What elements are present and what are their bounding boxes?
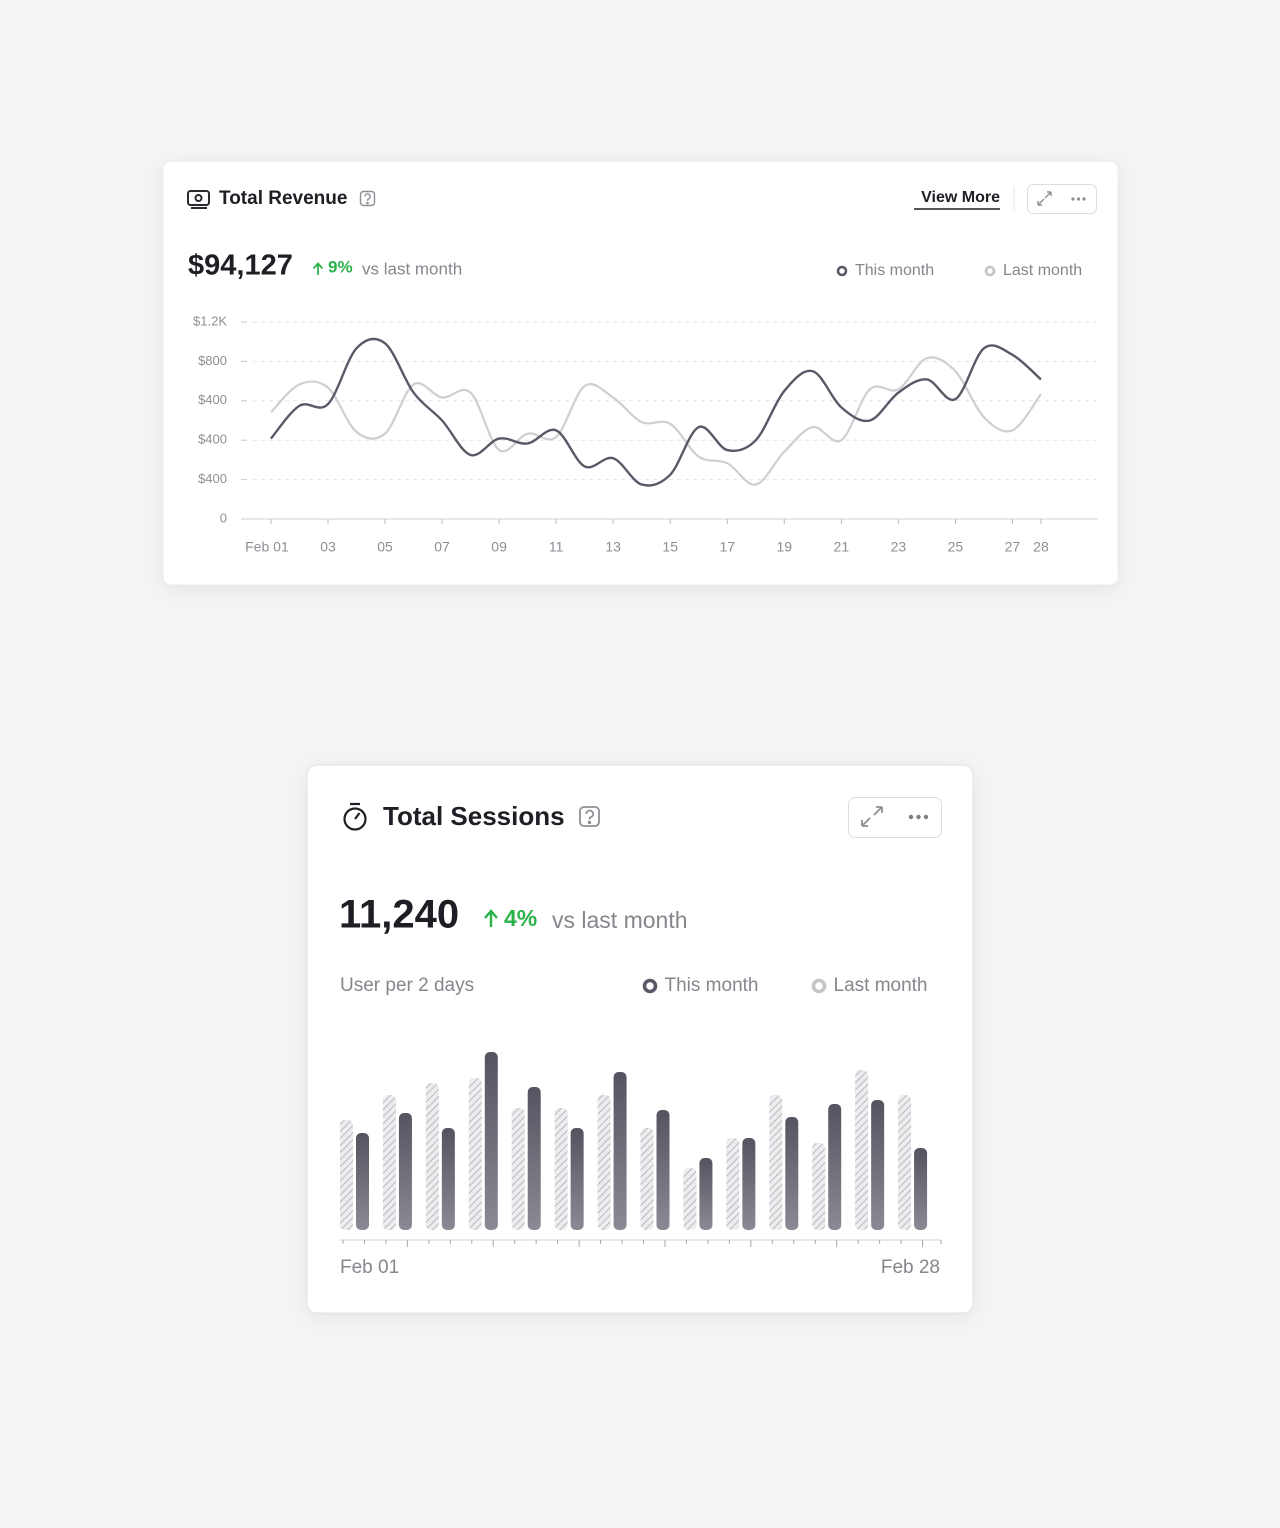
y-tick-label: $1.2K [193, 313, 227, 328]
legend-dot [811, 978, 827, 994]
legend-label: Last month [834, 975, 928, 996]
x-tick-label: 28 [1033, 539, 1049, 555]
x-tick-label: 23 [891, 539, 907, 555]
x-tick-label: Feb 01 [245, 539, 289, 555]
bar [597, 1095, 611, 1230]
x-tick-label: 05 [377, 539, 393, 555]
bar [425, 1083, 439, 1230]
card-title: Total Revenue [219, 188, 347, 209]
bar [340, 1120, 353, 1230]
bar [382, 1095, 396, 1230]
x-tick-label: 19 [777, 539, 793, 555]
x-tick-label: 07 [434, 539, 450, 555]
bar [527, 1087, 541, 1230]
help-icon[interactable] [579, 806, 600, 827]
stopwatch-icon [343, 802, 367, 831]
help-icon[interactable] [359, 190, 376, 207]
series-line [270, 337, 1042, 487]
x-tick-label: 11 [549, 539, 564, 555]
change-note: vs last month [552, 907, 688, 933]
bar [613, 1072, 627, 1230]
series-line [270, 356, 1042, 486]
bar [769, 1095, 783, 1230]
bar [570, 1128, 584, 1230]
card-title: Total Sessions [383, 801, 565, 831]
y-tick-label: $800 [198, 353, 227, 368]
bar [356, 1133, 369, 1230]
bar [468, 1078, 482, 1230]
total-value: 11,240 [339, 893, 459, 937]
up-arrow [312, 262, 324, 275]
x-tick-label: 13 [605, 539, 621, 555]
bar [554, 1108, 568, 1230]
up-arrow [484, 909, 498, 927]
legend-label: This month [665, 975, 759, 996]
y-tick-label: $400 [198, 392, 227, 407]
bar [855, 1070, 869, 1230]
change-note: vs last month [362, 259, 462, 278]
bar [484, 1052, 498, 1230]
sessions-card [306, 764, 974, 1314]
bar [726, 1138, 740, 1230]
change-value: 4% [504, 905, 537, 931]
legend-dot [984, 265, 996, 277]
money-icon [187, 190, 210, 209]
bar [656, 1110, 670, 1230]
bar [812, 1143, 826, 1230]
legend-label: This month [855, 262, 934, 279]
view-more-link[interactable]: View More [921, 189, 1000, 206]
x-tick-label: 09 [491, 539, 507, 555]
y-tick-label: $400 [198, 471, 227, 486]
bar [898, 1095, 912, 1230]
x-tick-label: 15 [662, 539, 678, 555]
bar [914, 1148, 928, 1230]
change-value: 9% [328, 257, 353, 276]
bar [742, 1138, 756, 1230]
x-tick-label: Feb 28 [881, 1257, 940, 1278]
bar [683, 1168, 697, 1230]
revenue-card [162, 160, 1119, 586]
chart-subtitle: User per 2 days [340, 975, 474, 996]
bar [828, 1104, 842, 1230]
more-button[interactable] [908, 814, 929, 820]
action-group [848, 797, 942, 838]
expand-button[interactable] [1037, 191, 1052, 206]
x-tick-label: 25 [948, 539, 964, 555]
x-tick-label: 21 [834, 539, 850, 555]
x-tick-label: 03 [320, 539, 336, 555]
legend-dot [836, 265, 848, 277]
bar [640, 1128, 654, 1230]
legend-dot [642, 978, 658, 994]
x-tick-label: 27 [1005, 539, 1021, 555]
x-tick-label: Feb 01 [340, 1257, 399, 1278]
bar [398, 1113, 412, 1230]
total-value: $94,127 [188, 250, 293, 282]
action-group [1027, 184, 1097, 214]
bar [511, 1108, 525, 1230]
more-button[interactable] [1071, 197, 1086, 201]
y-tick-label: 0 [220, 510, 227, 525]
x-tick-label: 17 [719, 539, 735, 555]
bar [871, 1100, 885, 1230]
bar [441, 1128, 455, 1230]
expand-button[interactable] [861, 806, 883, 827]
legend-label: Last month [1003, 262, 1082, 279]
bar [785, 1117, 799, 1230]
bar [699, 1158, 713, 1230]
y-tick-label: $400 [198, 432, 227, 447]
